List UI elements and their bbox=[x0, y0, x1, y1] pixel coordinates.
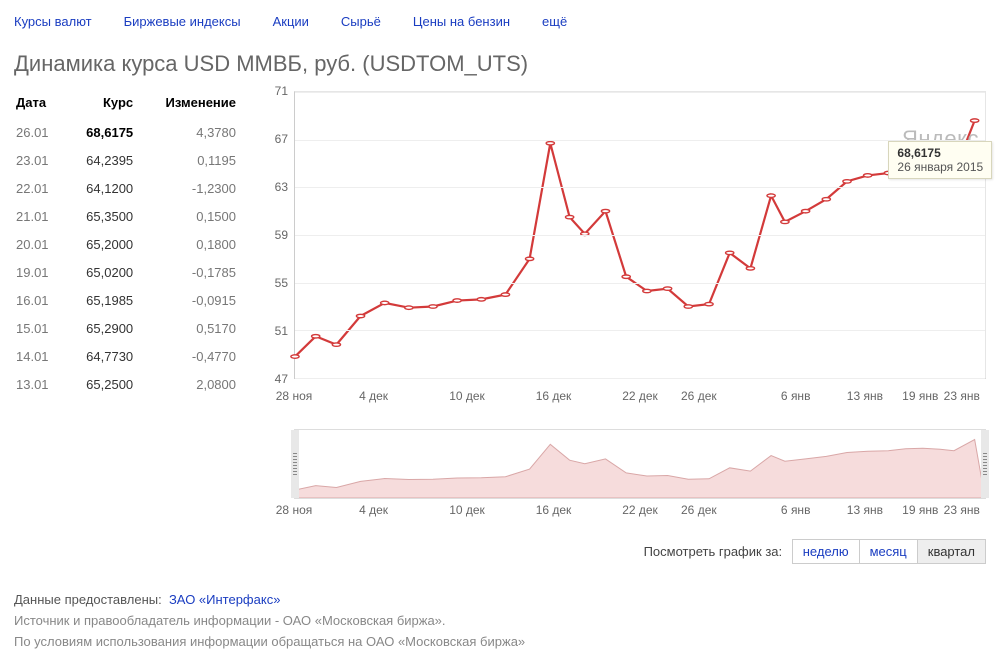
y-tick-label: 67 bbox=[260, 132, 288, 146]
nav-link[interactable]: ещё bbox=[542, 14, 567, 29]
table-row: 19.0165,0200-0,1785 bbox=[14, 259, 242, 287]
x-tick-label: 23 янв bbox=[944, 389, 980, 403]
data-source-link[interactable]: ЗАО «Интерфакс» bbox=[169, 592, 280, 607]
table-row: 22.0164,1200-1,2300 bbox=[14, 175, 242, 203]
table-header: Курс bbox=[67, 91, 139, 119]
x-tick-label: 13 янв bbox=[847, 389, 883, 403]
range-handle-right[interactable] bbox=[981, 430, 989, 498]
table-row: 21.0165,35000,1500 bbox=[14, 203, 242, 231]
x-tick-label: 6 янв bbox=[781, 389, 811, 403]
overview-x-tick: 22 дек bbox=[622, 503, 658, 517]
range-button[interactable]: месяц bbox=[859, 540, 917, 563]
rates-table: ДатаКурсИзменение 26.0168,61754,378023.0… bbox=[14, 91, 242, 564]
y-tick-label: 51 bbox=[260, 324, 288, 338]
nav-link[interactable]: Биржевые индексы bbox=[124, 14, 241, 29]
table-row: 14.0164,7730-0,4770 bbox=[14, 343, 242, 371]
footer: Данные предоставлены: ЗАО «Интерфакс» Ис… bbox=[14, 590, 986, 652]
x-tick-label: 4 дек bbox=[359, 389, 388, 403]
range-buttons: неделюмесяцквартал bbox=[792, 539, 986, 564]
overview-x-tick: 26 дек bbox=[681, 503, 717, 517]
y-tick-label: 55 bbox=[260, 276, 288, 290]
y-tick-label: 71 bbox=[260, 84, 288, 98]
x-tick-label: 10 дек bbox=[449, 389, 485, 403]
overview-x-tick: 4 дек bbox=[359, 503, 388, 517]
range-handle-left[interactable] bbox=[291, 430, 299, 498]
table-row: 13.0165,25002,0800 bbox=[14, 371, 242, 399]
table-row: 23.0164,23950,1195 bbox=[14, 147, 242, 175]
range-label: Посмотреть график за: bbox=[644, 544, 783, 559]
overview-chart[interactable] bbox=[294, 429, 986, 499]
range-button[interactable]: квартал bbox=[917, 540, 985, 563]
x-tick-label: 22 дек bbox=[622, 389, 658, 403]
overview-x-tick: 23 янв bbox=[944, 503, 980, 517]
table-row: 15.0165,29000,5170 bbox=[14, 315, 242, 343]
nav-link[interactable]: Акции bbox=[273, 14, 309, 29]
table-header: Дата bbox=[14, 91, 67, 119]
x-tick-label: 16 дек bbox=[536, 389, 572, 403]
page-title: Динамика курса USD ММВБ, руб. (USDTOM_UT… bbox=[14, 51, 986, 77]
y-tick-label: 59 bbox=[260, 228, 288, 242]
nav-link[interactable]: Цены на бензин bbox=[413, 14, 510, 29]
chart-tooltip: 68,6175 26 января 2015 bbox=[888, 141, 992, 179]
main-chart[interactable]: 47515559636771 Яндекс котиров 68,6175 26… bbox=[260, 91, 986, 411]
overview-x-tick: 19 янв bbox=[902, 503, 938, 517]
y-tick-label: 63 bbox=[260, 180, 288, 194]
overview-x-tick: 28 ноя bbox=[276, 503, 312, 517]
top-nav: Курсы валют Биржевые индексы Акции Сырьё Цен… bbox=[14, 10, 986, 39]
overview-x-tick: 16 дек bbox=[536, 503, 572, 517]
nav-link[interactable]: Сырьё bbox=[341, 14, 381, 29]
x-tick-label: 19 янв bbox=[902, 389, 938, 403]
table-header: Изменение bbox=[139, 91, 242, 119]
range-button[interactable]: неделю bbox=[793, 540, 859, 563]
overview-x-tick: 13 янв bbox=[847, 503, 883, 517]
nav-link[interactable]: Курсы валют bbox=[14, 14, 92, 29]
overview-x-tick: 10 дек bbox=[449, 503, 485, 517]
table-row: 26.0168,61754,3780 bbox=[14, 119, 242, 147]
overview-x-tick: 6 янв bbox=[781, 503, 811, 517]
table-row: 20.0165,20000,1800 bbox=[14, 231, 242, 259]
table-row: 16.0165,1985-0,0915 bbox=[14, 287, 242, 315]
y-tick-label: 47 bbox=[260, 372, 288, 386]
x-tick-label: 28 ноя bbox=[276, 389, 312, 403]
x-tick-label: 26 дек bbox=[681, 389, 717, 403]
